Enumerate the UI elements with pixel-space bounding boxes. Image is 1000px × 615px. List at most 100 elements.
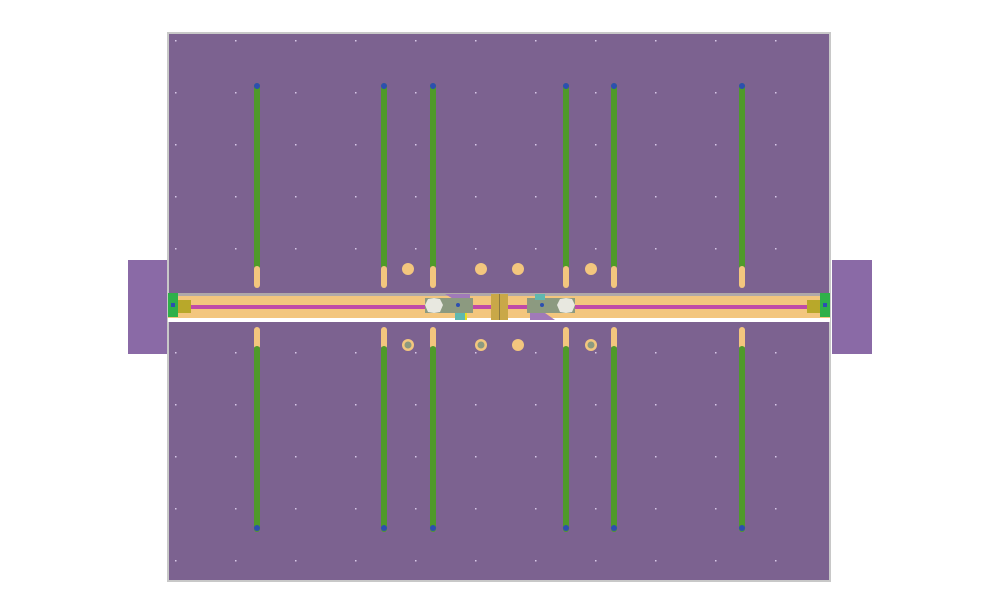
via-dot	[415, 196, 417, 198]
right-connector	[807, 293, 830, 317]
via-dot	[175, 248, 177, 250]
rod-bottom	[611, 346, 617, 532]
rod-top-cap	[254, 83, 260, 89]
rod-bottom-tip	[381, 327, 387, 349]
via-dot	[715, 144, 717, 146]
via-dot	[235, 40, 237, 42]
dipole-rods	[254, 83, 745, 532]
via-dot	[175, 560, 177, 562]
rod-bottom	[254, 346, 260, 532]
via-dot	[175, 508, 177, 510]
via-dot	[775, 92, 777, 94]
via-dot	[535, 352, 537, 354]
via-dot	[415, 248, 417, 250]
via-dot	[715, 196, 717, 198]
rod-bottom-cap	[381, 525, 387, 531]
rod-top	[563, 83, 569, 269]
via-dot	[415, 560, 417, 562]
via-dot	[175, 40, 177, 42]
via-dot	[475, 560, 477, 562]
via-dot	[475, 248, 477, 250]
via-dot	[295, 404, 297, 406]
via-dot	[595, 352, 597, 354]
rod-bottom-cap	[430, 525, 436, 531]
via-dot	[175, 352, 177, 354]
pad-bottom	[512, 339, 524, 351]
via-dot	[715, 560, 717, 562]
via-dot	[655, 196, 657, 198]
via-dot	[475, 40, 477, 42]
via-dot	[775, 248, 777, 250]
via-dot	[415, 404, 417, 406]
rod-bottom-tip	[430, 327, 436, 349]
mounting-pads	[402, 263, 597, 351]
via-dot	[595, 92, 597, 94]
rod-top-cap	[739, 83, 745, 89]
via-dot	[715, 404, 717, 406]
rod-bottom	[739, 346, 745, 532]
via-dot	[355, 560, 357, 562]
via-dot	[175, 456, 177, 458]
via-dot	[715, 92, 717, 94]
via-dot	[295, 92, 297, 94]
via-dot	[535, 508, 537, 510]
rod-top	[381, 83, 387, 269]
rod-bottom	[381, 346, 387, 532]
via-dot	[175, 404, 177, 406]
via-dot	[655, 40, 657, 42]
via-dot	[775, 456, 777, 458]
rod-top	[254, 83, 260, 269]
left-tab	[128, 260, 168, 354]
rod-bottom-tip	[611, 327, 617, 349]
balun-center	[425, 294, 575, 320]
hex-nut-icon	[425, 298, 443, 313]
via-dot	[535, 92, 537, 94]
via-dot	[355, 248, 357, 250]
via-dot	[235, 92, 237, 94]
rod-top-tip	[430, 266, 436, 288]
via-dot	[655, 248, 657, 250]
rod-bottom-tip	[254, 327, 260, 349]
rod-bottom-cap	[254, 525, 260, 531]
via-dot	[775, 196, 777, 198]
via-dot	[655, 352, 657, 354]
pad-top	[402, 263, 414, 275]
rod-top-cap	[563, 83, 569, 89]
via-dot	[595, 456, 597, 458]
rod-top-tip	[739, 266, 745, 288]
via-dot	[355, 508, 357, 510]
via-dot	[355, 40, 357, 42]
via-dot	[655, 92, 657, 94]
via-dot	[595, 196, 597, 198]
pad-top	[512, 263, 524, 275]
via-dot	[235, 196, 237, 198]
rod-top-tip	[611, 266, 617, 288]
via-dot	[355, 456, 357, 458]
via-dot	[595, 508, 597, 510]
via-dot	[295, 40, 297, 42]
rod-top-cap	[430, 83, 436, 89]
via-dot	[415, 352, 417, 354]
via-dot	[715, 248, 717, 250]
via-dot	[355, 92, 357, 94]
via-dot	[355, 144, 357, 146]
via-dot	[535, 560, 537, 562]
via-dot	[655, 560, 657, 562]
via-dot	[715, 40, 717, 42]
via-dot	[235, 352, 237, 354]
pad-top	[585, 263, 597, 275]
via-dot	[235, 404, 237, 406]
rod-bottom	[563, 346, 569, 532]
via-dot	[475, 92, 477, 94]
via-dot	[535, 404, 537, 406]
via-dot	[775, 352, 777, 354]
via-dot	[595, 560, 597, 562]
via-dot	[355, 352, 357, 354]
via-dot	[475, 196, 477, 198]
rod-bottom-tip	[739, 327, 745, 349]
via-dot	[415, 144, 417, 146]
rod-bottom-cap	[611, 525, 617, 531]
via-dot	[535, 456, 537, 458]
via-dot	[655, 456, 657, 458]
